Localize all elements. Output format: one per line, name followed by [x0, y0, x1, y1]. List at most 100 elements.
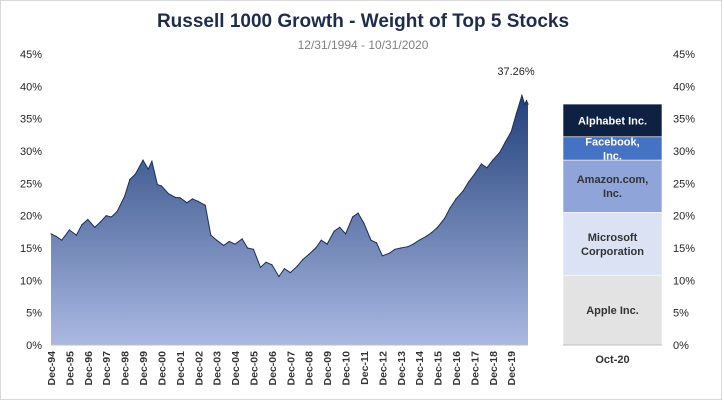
data-point [333, 230, 335, 232]
data-point [75, 234, 77, 236]
data-point [527, 103, 529, 105]
data-point [151, 160, 153, 162]
x-tick-label: Dec-04 [230, 351, 242, 386]
data-point [147, 168, 149, 170]
x-tick-label: Dec-01 [175, 351, 187, 386]
data-point [315, 247, 317, 249]
peak-annotation: 37.26% [497, 66, 535, 78]
data-point [265, 261, 267, 263]
data-point [394, 248, 396, 250]
y-tick-label: 35% [20, 114, 42, 126]
y-tick-label: 45% [20, 49, 42, 61]
x-tick-label: Dec-16 [451, 351, 463, 386]
x-tick-label: Dec-05 [249, 351, 261, 386]
bar-segment [562, 274, 663, 346]
data-point [375, 242, 378, 244]
data-point [412, 243, 414, 245]
x-tick-label: Dec-00 [157, 351, 169, 386]
area-chart: 0% 5% 10% 15% 20% 25% 30% 35% 40% 45% Dec-94 Dec-95… [20, 49, 535, 385]
bar-category-label: Oct-20 [595, 354, 629, 366]
y-tick-label: 30% [20, 146, 42, 158]
chart-title: Russell 1000 Growth - Weight of Top 5 St… [156, 11, 570, 32]
data-point [363, 222, 365, 224]
data-point [179, 197, 181, 199]
right-y-tick-label: 40% [673, 81, 695, 93]
area-fill [51, 95, 528, 346]
y-tick-label: 0% [26, 340, 42, 352]
data-point [241, 238, 243, 240]
data-point [160, 185, 163, 187]
data-point [204, 204, 206, 206]
x-tick-label: Dec-17 [469, 351, 481, 386]
data-point [492, 159, 494, 161]
data-point [124, 195, 126, 197]
data-point [370, 239, 372, 241]
data-point [156, 184, 158, 186]
chart-subtitle: 12/31/1994 - 10/31/2020 [297, 38, 429, 52]
right-y-tick-label: 45% [673, 49, 695, 61]
data-point [444, 217, 446, 219]
right-y-tick-label: 25% [673, 178, 695, 190]
data-point [129, 178, 131, 181]
x-tick-label: Dec-94 [46, 351, 58, 386]
data-point [467, 181, 470, 183]
data-point [357, 212, 359, 214]
data-point [480, 163, 482, 165]
x-tick-label: Dec-06 [267, 351, 279, 386]
x-tick-label: Dec-09 [322, 351, 334, 386]
x-tick-label: Dec-14 [414, 351, 426, 386]
data-point [449, 207, 451, 209]
data-point [525, 100, 528, 102]
data-point [278, 275, 280, 278]
data-point [105, 215, 107, 217]
right-y-tick-label: 5% [673, 308, 689, 320]
x-tick-label: Dec-13 [396, 351, 408, 386]
data-point [191, 198, 193, 200]
x-tick-label: Dec-98 [120, 351, 132, 386]
bar-segment [562, 212, 663, 276]
x-tick-label: Dec-02 [193, 351, 205, 386]
y-tick-label: 10% [20, 275, 42, 287]
x-tick-label: Dec-97 [101, 351, 113, 386]
data-point [223, 244, 225, 246]
data-point [252, 248, 255, 250]
data-point [186, 202, 188, 204]
data-point [68, 229, 70, 231]
bar-segment-label: Alphabet Inc. [578, 115, 647, 127]
x-tick-label: Dec-03 [212, 351, 224, 386]
data-point [308, 253, 310, 256]
data-point [259, 266, 262, 268]
x-tick-label: Dec-10 [341, 351, 353, 386]
stacked-bar-chart: 0% 5% 10% 15% 20% 25% 30% 35% 40% 45% Apple Inc. Mi… [562, 49, 695, 366]
data-point [296, 265, 298, 267]
bar-segment-label: Facebook, Inc. [585, 136, 639, 162]
x-tick-label: Dec-08 [304, 351, 316, 386]
data-point [462, 190, 464, 192]
x-tick-label: Dec-99 [138, 351, 150, 386]
data-point [302, 259, 304, 261]
x-tick-label: Dec-07 [285, 351, 297, 386]
data-point [116, 211, 118, 213]
data-point [247, 247, 249, 249]
data-point [425, 235, 427, 237]
data-point [499, 151, 501, 153]
data-point [197, 200, 199, 202]
data-point [345, 233, 347, 235]
x-tick-label: Dec-15 [433, 351, 445, 386]
data-point [283, 268, 285, 270]
x-tick-label: Dec-95 [64, 351, 76, 386]
data-point [437, 226, 439, 228]
data-point [234, 243, 236, 245]
area-line [50, 93, 529, 278]
data-point [486, 167, 488, 169]
data-point [388, 252, 390, 254]
data-point [418, 239, 420, 241]
bar-segment [562, 103, 663, 138]
data-point [407, 246, 409, 248]
data-point [455, 198, 457, 200]
data-point [271, 264, 273, 266]
data-point [134, 173, 136, 175]
data-point [339, 226, 341, 228]
